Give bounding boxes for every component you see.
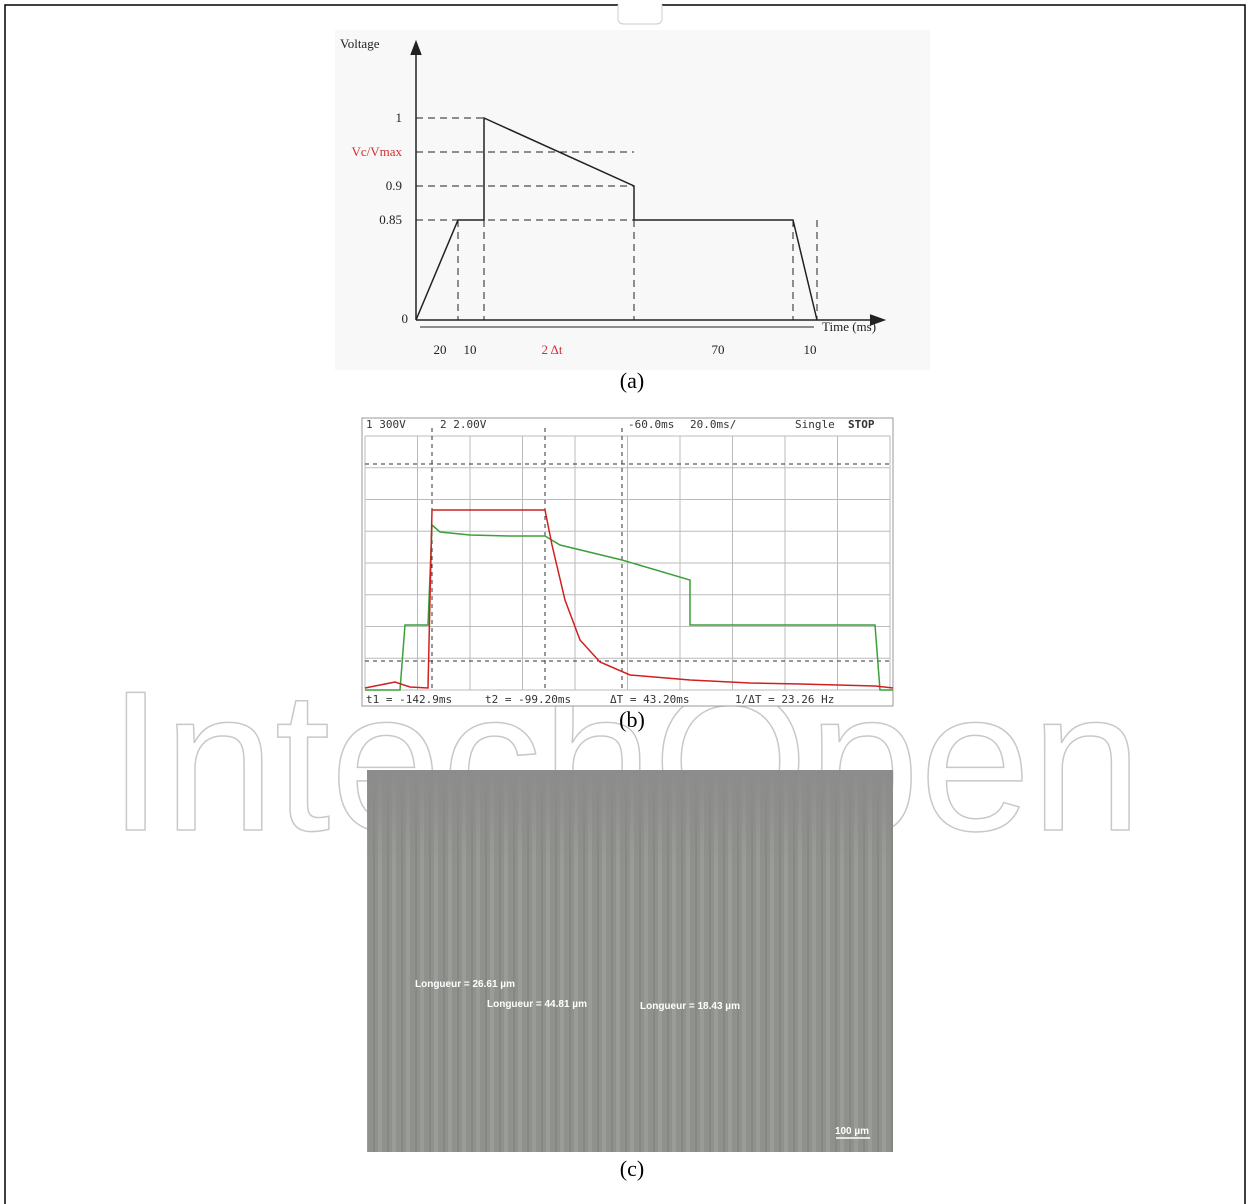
scale-label: 100 µm [835, 1126, 869, 1137]
span-label: 2 Δt [541, 342, 562, 357]
osc-header: STOP [848, 418, 875, 431]
measurement: Longueur = 44.81 µm [487, 999, 587, 1010]
level-label: Vc/Vmax [351, 144, 402, 159]
span-label: 10 [804, 342, 817, 357]
trace [365, 523, 893, 691]
measurement: Longueur = 26.61 µm [415, 979, 515, 990]
frame [4, 4, 1246, 1204]
osc-footer: ΔT = 43.20ms [610, 693, 689, 706]
logo-tab [617, 5, 663, 25]
osc-header: 2 2.00V [440, 418, 487, 431]
level-label: 1 [396, 110, 403, 125]
panel-b: 1 300V 2 2.00V -60.0ms 20.0ms/ Single ST… [361, 417, 894, 707]
span-label: 70 [712, 342, 725, 357]
osc-header: -60.0ms [628, 418, 674, 431]
y-axis-label: Voltage [340, 36, 380, 51]
origin-label: 0 [402, 311, 409, 326]
osc-header: Single [795, 418, 835, 431]
osc-footer: t2 = -99.20ms [485, 693, 571, 706]
osc-header: 1 300V [366, 418, 406, 431]
osc-footer: t1 = -142.9ms [366, 693, 452, 706]
micrograph-shade [367, 770, 893, 860]
trace [364, 509, 894, 689]
caption: (b) [619, 707, 645, 732]
span-label: 10 [464, 342, 477, 357]
span-label: 20 [434, 342, 447, 357]
level-label: 0.9 [386, 178, 402, 193]
level-label: 0.85 [379, 212, 402, 227]
measurement: Longueur = 18.43 µm [640, 1001, 740, 1012]
osc-header: 20.0ms/ [690, 418, 736, 431]
panel-c: Longueur = 26.61 µm Longueur = 44.81 µm … [367, 770, 893, 1152]
caption: (c) [620, 1156, 644, 1181]
x-axis-label: Time (ms) [822, 319, 876, 334]
panel-a: Voltage 1 Vc/Vmax 0.9 0.85 0 Time (ms) 2… [335, 30, 930, 370]
panel-background [335, 30, 930, 370]
osc-footer: 1/ΔT = 23.26 Hz [735, 693, 834, 706]
caption: (a) [620, 368, 644, 393]
